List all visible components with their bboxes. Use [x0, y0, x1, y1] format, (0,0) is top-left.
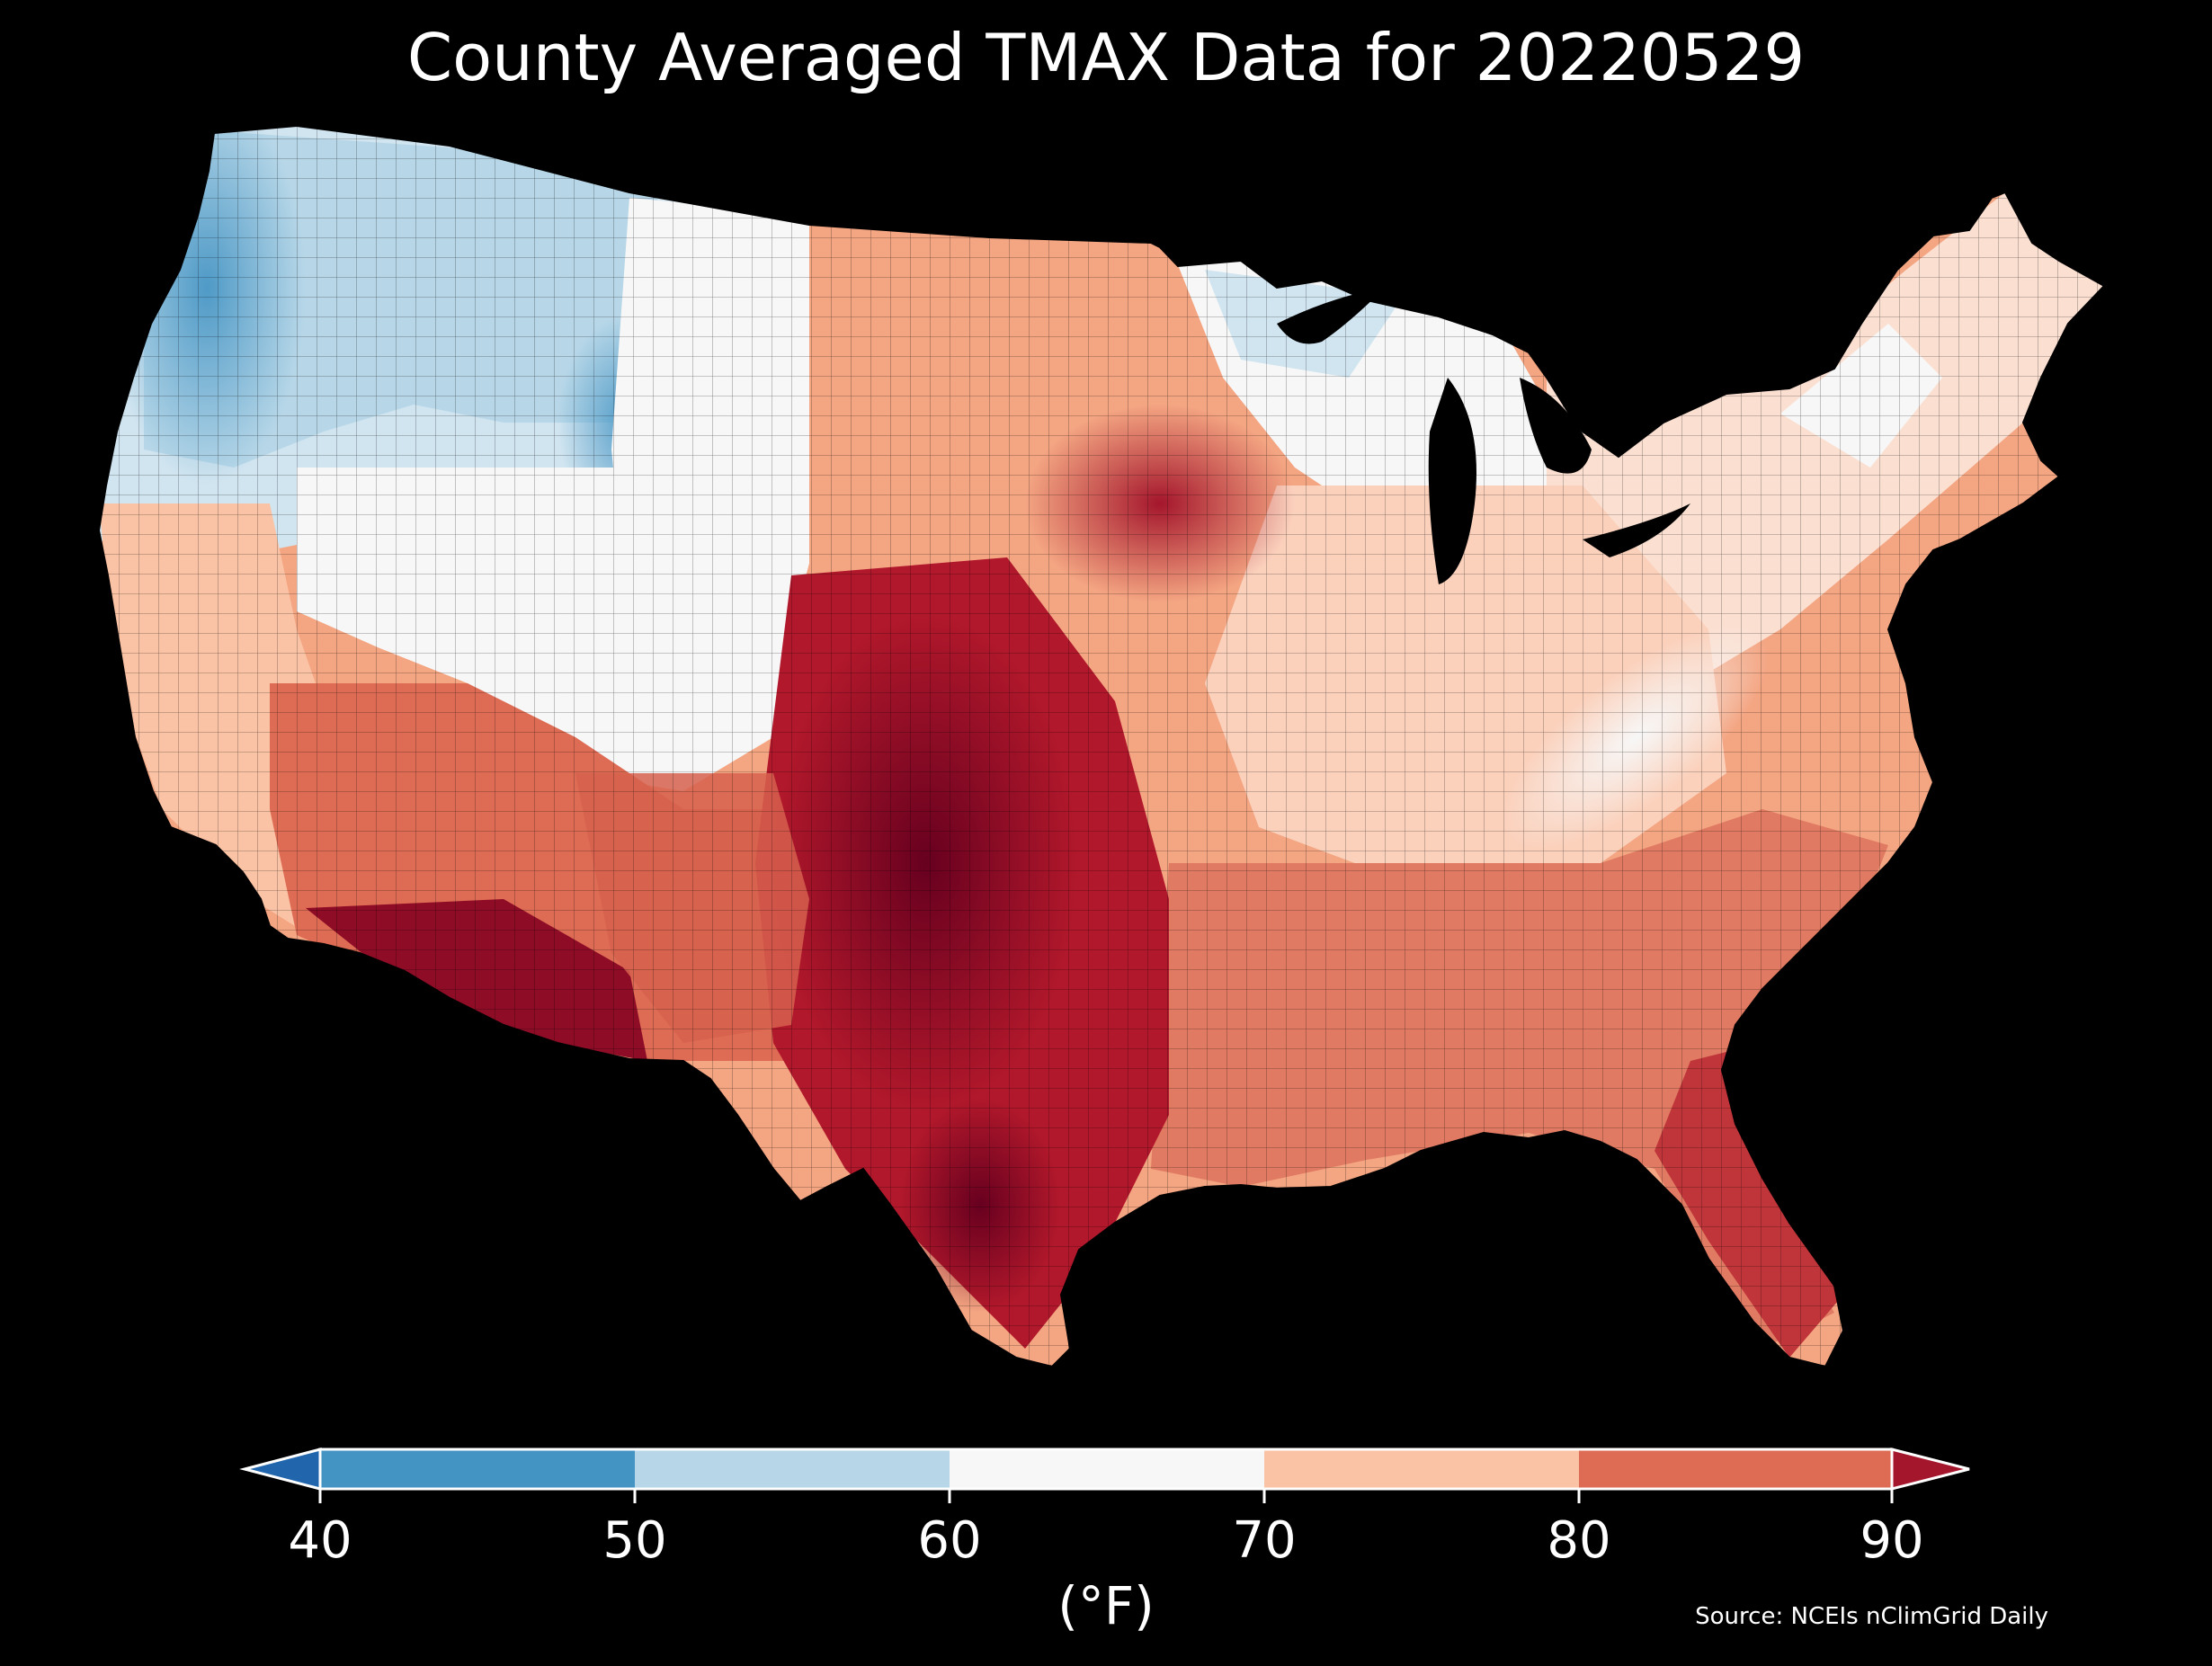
- lake-superior: [1277, 288, 1385, 344]
- colorbar-tick-label-50: 50: [602, 1511, 667, 1570]
- colorbar-tick-label-80: 80: [1547, 1511, 1611, 1570]
- colorbar-bin-50-60: [635, 1449, 950, 1489]
- colorbar-unit-label: (°F): [1057, 1575, 1155, 1636]
- colorbar-tick-label-70: 70: [1232, 1511, 1297, 1570]
- great-lakes: [1277, 288, 1690, 584]
- colorbar-tick-label-60: 60: [917, 1511, 982, 1570]
- colorbar-extend-high: [1890, 1448, 1970, 1491]
- lake-erie: [1583, 503, 1690, 557]
- colorbar-bin-60-70: [950, 1449, 1264, 1489]
- colorbar-extend-low: [239, 1448, 322, 1491]
- colorbar-tick-label-40: 40: [288, 1511, 352, 1570]
- lake-michigan: [1428, 378, 1476, 584]
- colorbar: [239, 1448, 1970, 1503]
- lake-huron: [1520, 378, 1592, 474]
- colorbar-bin-70-80: [1264, 1449, 1579, 1489]
- map-title: County Averaged TMAX Data for 20220529: [406, 20, 1806, 95]
- colorbar-tick-label-90: 90: [1860, 1511, 1924, 1570]
- colorbar-frame: [318, 1448, 1894, 1491]
- colorbar-bin-80-90: [1579, 1449, 1892, 1489]
- source-credit: Source: NCEIs nClimGrid Daily: [1695, 1603, 2048, 1630]
- us-outline: [97, 124, 2106, 1368]
- colorbar-bin-40-50: [320, 1449, 635, 1489]
